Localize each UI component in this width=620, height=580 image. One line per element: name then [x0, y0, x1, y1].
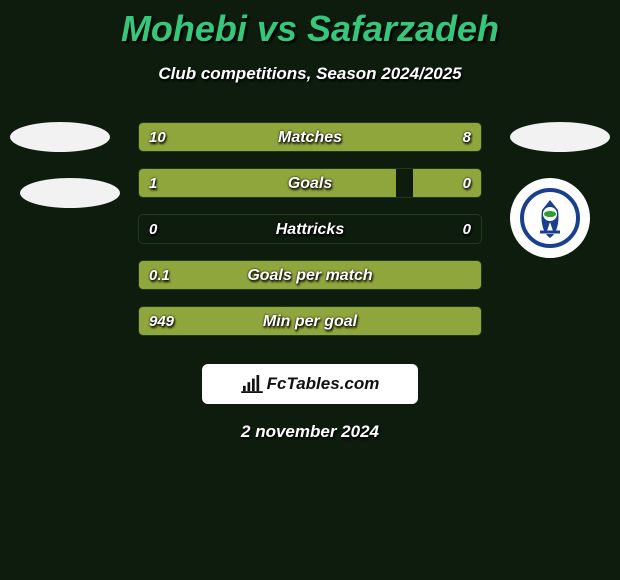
player-left-avatar-top — [10, 122, 110, 152]
stat-row: Min per goal949 — [138, 306, 482, 336]
subtitle: Club competitions, Season 2024/2025 — [0, 64, 620, 84]
stat-value-right: 8 — [463, 123, 471, 152]
bar-chart-icon — [241, 375, 263, 393]
stat-label: Matches — [139, 123, 481, 152]
stat-row: Goals per match0.1 — [138, 260, 482, 290]
stat-label: Goals per match — [139, 261, 481, 290]
player-left-avatar-bottom — [20, 178, 120, 208]
stat-row: Matches10 8 — [138, 122, 482, 152]
stat-label: Goals — [139, 169, 481, 198]
stat-value-left: 949 — [149, 307, 174, 336]
stat-value-left: 10 — [149, 123, 166, 152]
club-crest-icon — [520, 188, 580, 248]
footer-brand-text: FcTables.com — [267, 374, 380, 394]
stats-bars: Matches108Goals10Hattricks00Goals per ma… — [138, 122, 482, 352]
stat-value-left: 1 — [149, 169, 157, 198]
stat-label: Hattricks — [139, 215, 481, 244]
stat-row: Hattricks0 0 — [138, 214, 482, 244]
stat-value-left: 0 — [149, 215, 157, 244]
stat-value-right: 0 — [463, 169, 471, 198]
player-right-club-badge — [510, 178, 590, 258]
footer-brand-badge: FcTables.com — [202, 364, 418, 404]
comparison-card: Mohebi vs Safarzadeh Club competitions, … — [0, 0, 620, 580]
player-right-avatar-top — [510, 122, 610, 152]
date-text: 2 november 2024 — [0, 422, 620, 442]
stat-value-left: 0.1 — [149, 261, 170, 290]
stat-row: Goals1 0 — [138, 168, 482, 198]
page-title: Mohebi vs Safarzadeh — [0, 0, 620, 50]
stat-label: Min per goal — [139, 307, 481, 336]
stat-value-right: 0 — [463, 215, 471, 244]
